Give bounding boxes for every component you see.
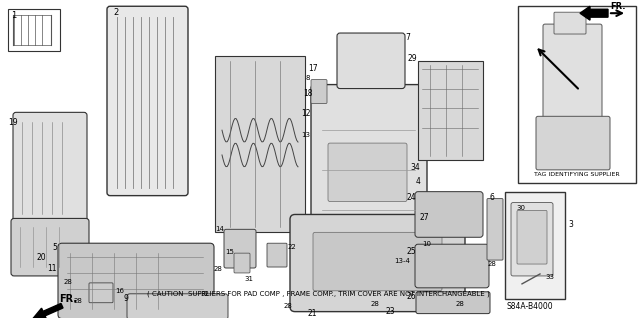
Text: 20: 20: [36, 253, 46, 262]
Text: FR.: FR.: [611, 2, 626, 11]
FancyBboxPatch shape: [313, 232, 442, 291]
FancyBboxPatch shape: [11, 219, 89, 276]
Text: 6: 6: [490, 193, 495, 202]
Text: TAG IDENTIFYING SUPPLIER: TAG IDENTIFYING SUPPLIER: [534, 172, 620, 177]
FancyBboxPatch shape: [127, 294, 228, 319]
FancyBboxPatch shape: [328, 143, 407, 202]
Text: 15: 15: [225, 249, 234, 255]
FancyBboxPatch shape: [415, 244, 489, 288]
Text: 4: 4: [415, 177, 420, 186]
FancyBboxPatch shape: [107, 6, 188, 196]
Text: 17: 17: [308, 64, 317, 73]
FancyBboxPatch shape: [416, 292, 490, 314]
Text: 3: 3: [568, 220, 573, 229]
Text: 7: 7: [405, 33, 410, 42]
FancyBboxPatch shape: [487, 199, 503, 260]
FancyBboxPatch shape: [234, 253, 250, 273]
Text: 29: 29: [408, 54, 417, 63]
Text: 28: 28: [488, 261, 497, 267]
Text: 14: 14: [215, 226, 224, 232]
Text: 24: 24: [406, 193, 416, 202]
Text: 28: 28: [284, 303, 292, 309]
FancyBboxPatch shape: [536, 116, 610, 170]
Text: 11: 11: [47, 264, 57, 273]
FancyBboxPatch shape: [505, 192, 565, 299]
Text: ( CAUTION  SUPPLIERS FOR PAD COMP , FRAME COMP., TRIM COVER ARE NOT INTERCHANGEA: ( CAUTION SUPPLIERS FOR PAD COMP , FRAME…: [147, 291, 490, 297]
Text: 30: 30: [516, 204, 525, 211]
Text: 21: 21: [308, 309, 317, 318]
Text: 13-4: 13-4: [394, 258, 410, 264]
Text: 28: 28: [456, 301, 465, 307]
Text: 13: 13: [301, 132, 310, 138]
FancyBboxPatch shape: [517, 211, 547, 264]
FancyBboxPatch shape: [215, 56, 305, 232]
FancyArrow shape: [580, 6, 608, 20]
Text: 18: 18: [303, 89, 313, 98]
Text: 28: 28: [74, 298, 83, 304]
Text: 9: 9: [123, 294, 128, 303]
Text: 33: 33: [545, 274, 554, 280]
Text: 10: 10: [422, 241, 431, 247]
FancyBboxPatch shape: [224, 229, 256, 268]
Text: 16: 16: [115, 288, 124, 294]
Text: 27: 27: [420, 213, 429, 222]
Text: 1: 1: [11, 11, 16, 20]
Text: 2: 2: [113, 8, 118, 17]
FancyBboxPatch shape: [511, 203, 553, 276]
Text: 32: 32: [200, 291, 209, 297]
Text: S84A-B4000: S84A-B4000: [507, 302, 554, 311]
Text: 25: 25: [406, 247, 416, 256]
FancyBboxPatch shape: [518, 6, 636, 183]
Text: 28: 28: [213, 266, 222, 272]
FancyBboxPatch shape: [418, 61, 483, 160]
FancyBboxPatch shape: [89, 283, 113, 303]
FancyBboxPatch shape: [311, 85, 427, 279]
FancyBboxPatch shape: [267, 243, 287, 267]
Text: 34: 34: [410, 163, 420, 172]
Text: 8: 8: [305, 75, 310, 81]
Text: 5: 5: [52, 243, 57, 252]
Text: 22: 22: [288, 244, 297, 250]
FancyBboxPatch shape: [311, 80, 327, 103]
Text: 19: 19: [8, 118, 18, 127]
FancyBboxPatch shape: [13, 112, 87, 222]
Text: FR.: FR.: [59, 294, 77, 304]
Text: 23: 23: [385, 307, 395, 316]
Text: 28: 28: [371, 301, 380, 307]
Text: 12: 12: [301, 109, 311, 118]
FancyBboxPatch shape: [337, 33, 405, 89]
Text: 26: 26: [406, 292, 416, 301]
FancyBboxPatch shape: [543, 24, 602, 132]
FancyBboxPatch shape: [8, 9, 60, 51]
FancyBboxPatch shape: [290, 214, 465, 312]
FancyBboxPatch shape: [58, 243, 214, 319]
Text: 31: 31: [244, 276, 253, 282]
FancyBboxPatch shape: [554, 12, 586, 34]
FancyBboxPatch shape: [415, 192, 483, 237]
Text: 28: 28: [63, 279, 72, 285]
FancyArrow shape: [33, 303, 63, 319]
